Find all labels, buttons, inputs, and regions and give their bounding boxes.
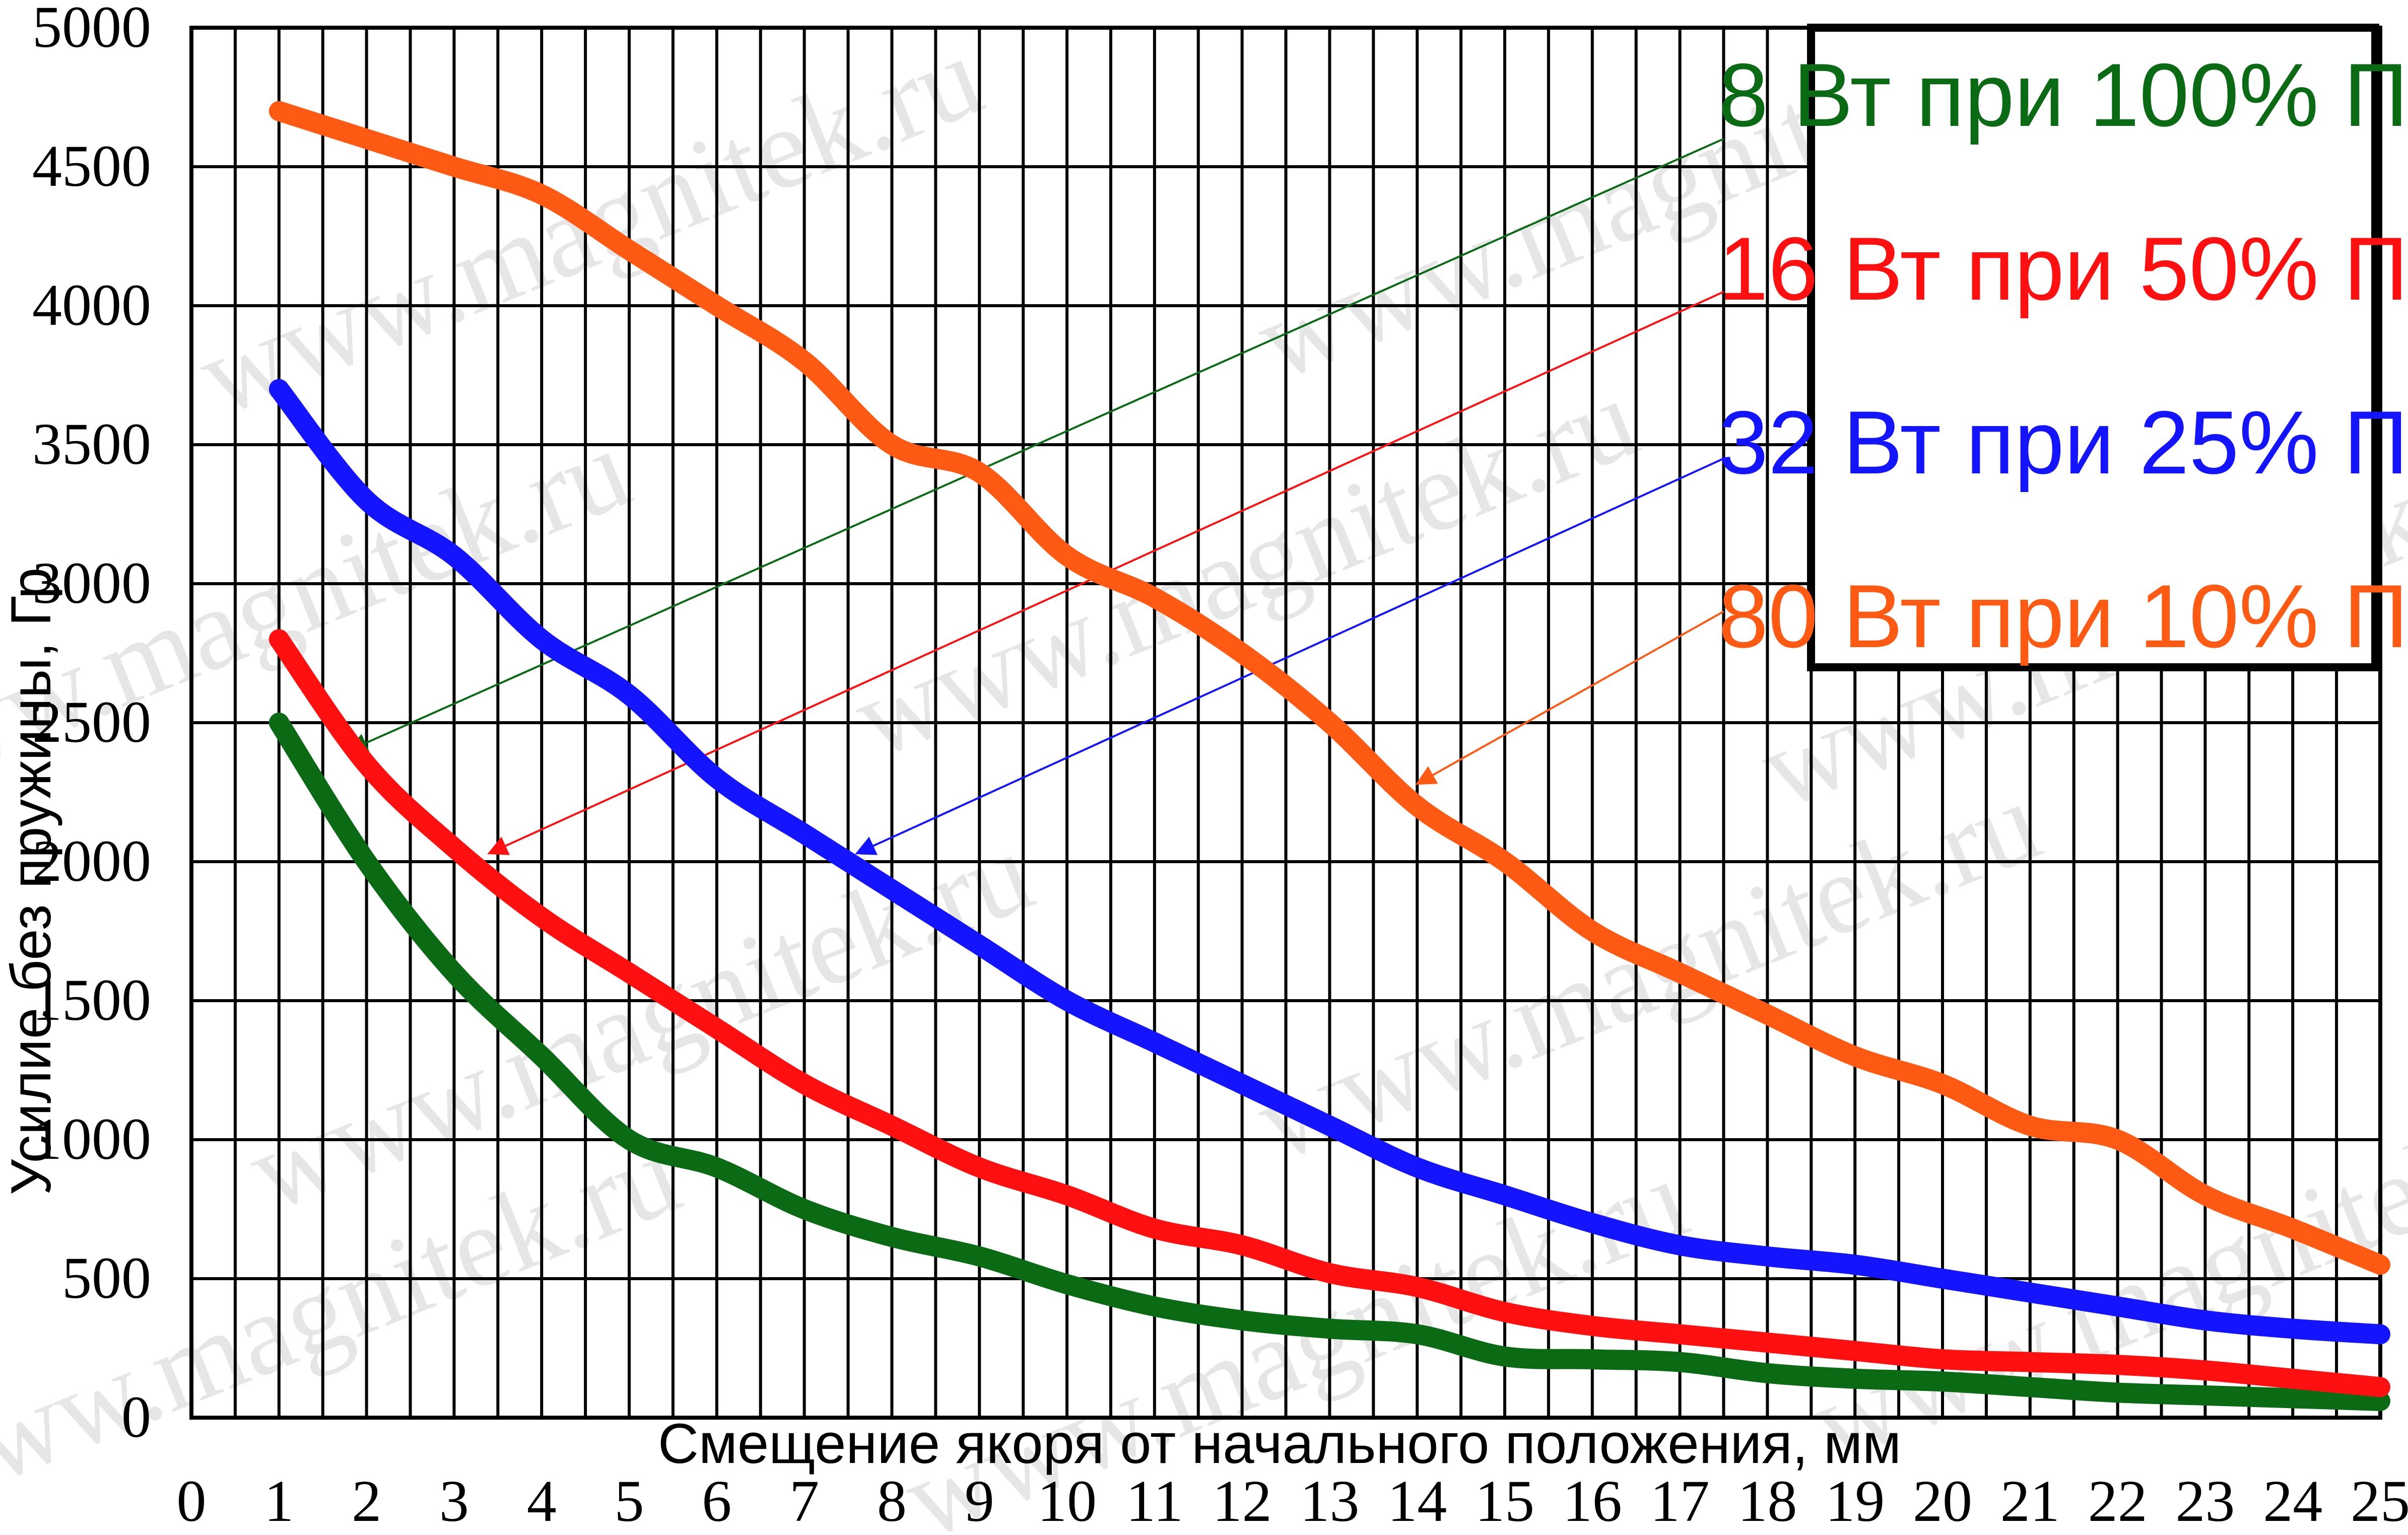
- y-tick-label: 0: [121, 1384, 151, 1450]
- x-axis-title: Смещение якоря от начального положения, …: [658, 1412, 1901, 1475]
- legend: 8 Вт при 100% ПВ 16 Вт при 50% ПВ 32 Вт пр…: [1718, 24, 2408, 671]
- x-tick-label: 23: [2175, 1468, 2235, 1534]
- y-tick-label: 500: [62, 1245, 151, 1311]
- legend-arrow: [1415, 610, 1724, 785]
- plot-area: [189, 26, 2382, 1420]
- y-tick-label: 1000: [32, 1106, 151, 1172]
- y-tick-label: 1500: [32, 967, 151, 1033]
- legend-arrow: [855, 457, 1724, 855]
- x-tick-label: 0: [177, 1468, 207, 1534]
- y-axis-title: Усилие без пружины, Гр: [0, 568, 62, 1195]
- series-line: [269, 379, 2390, 1345]
- series-line: [269, 713, 2390, 1411]
- legend-box: [1807, 24, 2379, 671]
- series-line: [269, 101, 2390, 1275]
- legend-entry: 80 Вт при 10% ПВ: [1718, 566, 2408, 666]
- series-line: [269, 629, 2390, 1398]
- x-tick-label: 6: [702, 1468, 731, 1534]
- x-tick-label: 25: [2351, 1468, 2408, 1534]
- watermark-text: www.magnitek.ru: [836, 354, 1653, 783]
- legend-entry: 8 Вт при 100% ПВ: [1718, 45, 2408, 145]
- x-tick-label: 1: [264, 1468, 294, 1534]
- x-tick-label: 22: [2088, 1468, 2148, 1534]
- chart-grid: [189, 26, 2382, 1420]
- x-tick-label: 9: [965, 1468, 994, 1534]
- y-tick-label: 3500: [32, 411, 151, 477]
- x-axis-ticks: 0 1 2 3 4 5 6 7 8 9 10 11 12 13 14 15 16 17 18 19 20 21 22 23 24…: [177, 1468, 2408, 1534]
- x-tick-label: 8: [877, 1468, 907, 1534]
- legend-entry: 16 Вт при 50% ПВ: [1718, 219, 2408, 319]
- x-tick-label: 14: [1387, 1468, 1447, 1534]
- y-axis-ticks: 0 500 1000 1500 2000 2500 3000 3500 4000 4500 5000: [32, 0, 151, 1450]
- x-tick-label: 4: [527, 1468, 557, 1534]
- legend-entry: 32 Вт при 25% ПВ: [1718, 392, 2408, 493]
- x-tick-label: 10: [1037, 1468, 1097, 1534]
- x-tick-label: 3: [439, 1468, 469, 1534]
- x-tick-label: 17: [1650, 1468, 1710, 1534]
- x-tick-label: 12: [1213, 1468, 1272, 1534]
- legend-arrow: [347, 137, 1724, 752]
- chart-series: [269, 101, 2390, 1411]
- x-tick-label: 7: [789, 1468, 819, 1534]
- x-tick-label: 21: [2000, 1468, 2060, 1534]
- x-tick-label: 13: [1300, 1468, 1359, 1534]
- y-tick-label: 2000: [32, 828, 151, 894]
- watermark-text: www.magnitek.ru: [1239, 756, 2056, 1186]
- x-tick-label: 2: [352, 1468, 381, 1534]
- x-tick-label: 15: [1475, 1468, 1534, 1534]
- x-tick-label: 16: [1563, 1468, 1622, 1534]
- y-tick-label: 4500: [32, 133, 151, 199]
- x-tick-label: 5: [615, 1468, 644, 1534]
- x-tick-label: 20: [1913, 1468, 1972, 1534]
- x-tick-label: 24: [2263, 1468, 2322, 1534]
- y-tick-label: 3000: [32, 550, 151, 616]
- y-tick-label: 5000: [32, 0, 151, 60]
- x-tick-label: 19: [1825, 1468, 1885, 1534]
- x-tick-label: 11: [1126, 1468, 1183, 1534]
- y-tick-label: 4000: [32, 272, 151, 338]
- y-tick-label: 2500: [32, 689, 151, 755]
- x-tick-label: 18: [1737, 1468, 1797, 1534]
